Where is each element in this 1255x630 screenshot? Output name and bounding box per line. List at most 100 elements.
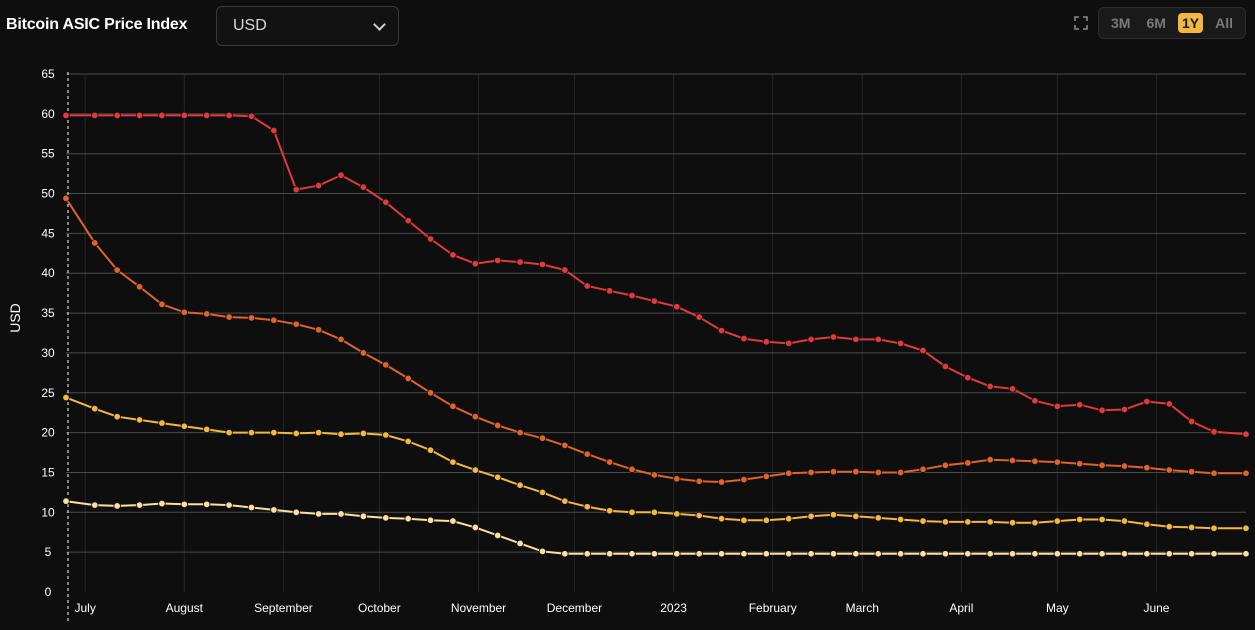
- series-point[interactable]: [516, 539, 524, 548]
- series-point[interactable]: [158, 111, 166, 120]
- series-point[interactable]: [382, 198, 390, 207]
- series-point[interactable]: [91, 239, 99, 247]
- series-point[interactable]: [135, 283, 144, 291]
- series-point[interactable]: [1120, 462, 1129, 470]
- series-point[interactable]: [1076, 515, 1084, 524]
- series-point[interactable]: [896, 339, 905, 348]
- series-point[interactable]: [91, 501, 99, 509]
- series-point[interactable]: [583, 450, 591, 458]
- series-point[interactable]: [919, 346, 927, 355]
- series-point[interactable]: [426, 446, 435, 454]
- series-point[interactable]: [337, 171, 345, 179]
- series-point[interactable]: [1165, 522, 1173, 531]
- series-point[interactable]: [964, 518, 972, 526]
- series-point[interactable]: [359, 349, 368, 357]
- series-point[interactable]: [785, 550, 793, 558]
- range-button-3m[interactable]: 3M: [1111, 15, 1131, 31]
- series-point[interactable]: [404, 437, 412, 446]
- series-point[interactable]: [538, 488, 547, 497]
- series-point[interactable]: [1098, 461, 1106, 469]
- series-point[interactable]: [203, 500, 211, 509]
- series-point[interactable]: [561, 497, 569, 505]
- series-point[interactable]: [829, 510, 838, 519]
- series-point[interactable]: [62, 497, 70, 505]
- series-point[interactable]: [583, 550, 591, 558]
- series-point[interactable]: [62, 393, 70, 402]
- series-point[interactable]: [762, 516, 771, 524]
- series-point[interactable]: [1031, 457, 1039, 466]
- series-point[interactable]: [717, 478, 726, 486]
- series-point[interactable]: [762, 550, 771, 558]
- series-point[interactable]: [494, 421, 502, 430]
- series-point[interactable]: [62, 194, 70, 203]
- series-point[interactable]: [426, 235, 435, 243]
- series-point[interactable]: [538, 547, 547, 556]
- series-point[interactable]: [1053, 517, 1062, 525]
- series-point[interactable]: [1242, 469, 1250, 477]
- series-point[interactable]: [807, 468, 815, 477]
- series-point[interactable]: [919, 550, 927, 558]
- series-point[interactable]: [404, 514, 412, 523]
- series-point[interactable]: [695, 511, 703, 520]
- series-point[interactable]: [1187, 523, 1196, 532]
- series-point[interactable]: [807, 335, 815, 344]
- series-point[interactable]: [203, 425, 211, 434]
- series-point[interactable]: [628, 465, 636, 473]
- series-point[interactable]: [762, 338, 771, 346]
- series-point[interactable]: [180, 308, 189, 316]
- series-point[interactable]: [382, 361, 390, 369]
- series-point[interactable]: [785, 514, 793, 523]
- series-point[interactable]: [740, 516, 748, 524]
- series-point[interactable]: [740, 334, 748, 343]
- series-point[interactable]: [1098, 406, 1106, 415]
- series-point[interactable]: [426, 516, 435, 524]
- series-point[interactable]: [1008, 385, 1017, 393]
- series-point[interactable]: [628, 508, 636, 517]
- series-point[interactable]: [1076, 550, 1084, 558]
- series-point[interactable]: [896, 468, 905, 477]
- series-point[interactable]: [516, 481, 524, 489]
- series-point[interactable]: [113, 412, 121, 421]
- series-point[interactable]: [314, 510, 323, 518]
- series-point[interactable]: [1165, 550, 1173, 558]
- series-point[interactable]: [852, 335, 860, 344]
- series-point[interactable]: [1031, 518, 1039, 527]
- series-point[interactable]: [1210, 469, 1218, 477]
- series-point[interactable]: [1008, 456, 1017, 465]
- series-point[interactable]: [874, 468, 882, 477]
- series-point[interactable]: [852, 512, 860, 520]
- series-point[interactable]: [1143, 397, 1151, 406]
- series-point[interactable]: [1242, 524, 1250, 532]
- series-point[interactable]: [337, 430, 345, 438]
- series-point[interactable]: [561, 550, 569, 558]
- series-point[interactable]: [874, 335, 882, 344]
- series-point[interactable]: [180, 111, 189, 120]
- series-point[interactable]: [561, 266, 569, 274]
- series-point[interactable]: [113, 502, 121, 510]
- series-point[interactable]: [695, 313, 703, 321]
- series-point[interactable]: [292, 185, 300, 194]
- range-button-6m[interactable]: 6M: [1146, 15, 1166, 31]
- series-point[interactable]: [158, 499, 166, 508]
- series-point[interactable]: [247, 503, 256, 512]
- series-point[interactable]: [695, 477, 703, 485]
- series-point[interactable]: [1165, 400, 1173, 408]
- series-point[interactable]: [807, 512, 815, 520]
- series-point[interactable]: [874, 550, 882, 558]
- series-point[interactable]: [1008, 518, 1017, 527]
- series-point[interactable]: [62, 111, 70, 120]
- series-point[interactable]: [314, 181, 323, 190]
- series-point[interactable]: [135, 111, 144, 120]
- series-point[interactable]: [1120, 517, 1129, 525]
- series-point[interactable]: [359, 429, 368, 438]
- series-point[interactable]: [650, 550, 659, 558]
- series-point[interactable]: [561, 441, 569, 450]
- series-point[interactable]: [1053, 402, 1062, 411]
- series-point[interactable]: [1120, 550, 1129, 558]
- series-point[interactable]: [964, 550, 972, 558]
- series-point[interactable]: [292, 508, 300, 517]
- series-point[interactable]: [605, 287, 614, 295]
- series-point[interactable]: [494, 473, 502, 481]
- series-point[interactable]: [270, 506, 278, 514]
- series-point[interactable]: [785, 339, 793, 348]
